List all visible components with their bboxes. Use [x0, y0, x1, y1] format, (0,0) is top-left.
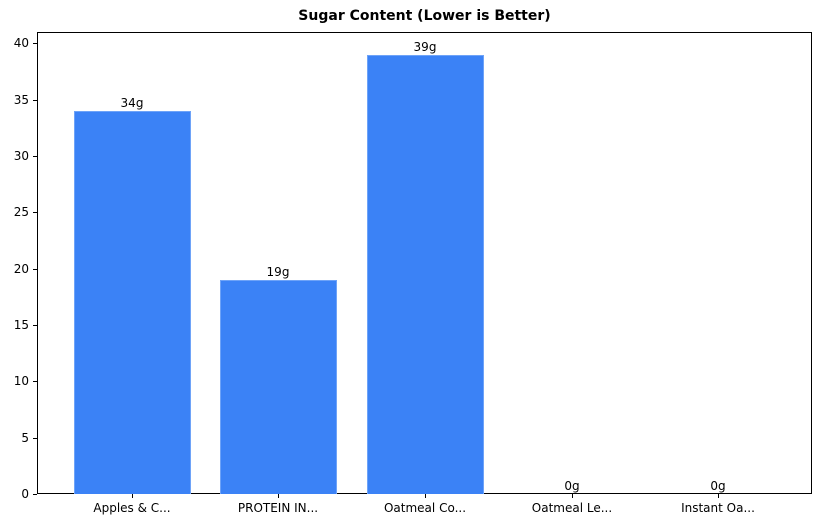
y-tick-mark — [33, 324, 37, 326]
y-tick-mark — [33, 212, 37, 214]
bar — [73, 110, 191, 494]
x-tick-mark — [425, 494, 426, 498]
bar-value-label: 39g — [413, 39, 437, 54]
x-tick-mark — [572, 494, 573, 498]
x-tick-label: Instant Oa... — [681, 501, 755, 515]
y-tick-label: 15 — [13, 317, 29, 332]
y-tick-mark — [33, 268, 37, 270]
x-tick-mark — [278, 494, 279, 498]
y-tick-mark — [33, 155, 37, 157]
y-tick-mark — [33, 381, 37, 383]
x-tick-label: Apples & C... — [93, 501, 171, 515]
y-tick-mark — [33, 43, 37, 45]
y-tick-label: 35 — [13, 92, 29, 107]
x-tick-label: PROTEIN IN... — [237, 501, 319, 515]
x-tick-label: Oatmeal Le... — [531, 501, 613, 515]
x-tick-mark — [718, 494, 719, 498]
y-tick-label: 20 — [13, 261, 29, 276]
bar-value-label: 0g — [564, 479, 580, 493]
bar-value-label: 19g — [266, 264, 290, 279]
y-tick-label: 10 — [13, 374, 29, 389]
bar-value-label: 34g — [120, 95, 144, 110]
bar-value-label: 0g — [710, 479, 726, 493]
y-tick-mark — [33, 494, 37, 495]
bar — [366, 54, 484, 494]
x-tick-mark — [132, 494, 133, 498]
y-tick-label: 0 — [21, 487, 29, 501]
y-tick-label: 5 — [21, 430, 29, 445]
y-tick-label: 25 — [13, 205, 29, 220]
y-tick-label: 40 — [13, 36, 29, 51]
chart-title: Sugar Content (Lower is Better) — [298, 8, 551, 24]
bar — [219, 279, 337, 494]
y-tick-label: 30 — [13, 148, 29, 163]
y-tick-mark — [33, 99, 37, 101]
x-tick-label: Oatmeal Co... — [383, 501, 467, 515]
y-tick-mark — [33, 437, 37, 439]
